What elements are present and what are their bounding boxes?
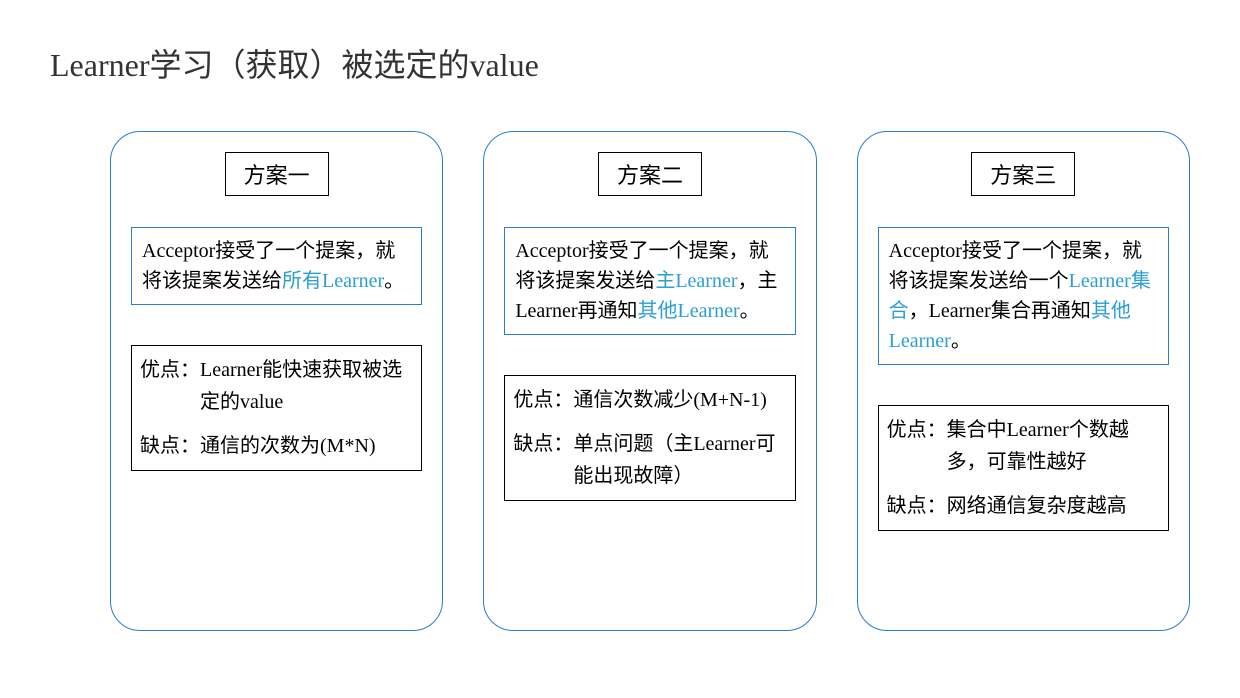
con-label: 缺点：	[887, 490, 947, 522]
panel-3-procon: 优点： 集合中Learner个数越多，可靠性越好 缺点： 网络通信复杂度越高	[878, 405, 1169, 531]
panels-container: 方案一 Acceptor接受了一个提案，就将该提案发送给所有Learner。 优…	[50, 131, 1190, 631]
con-label: 缺点：	[140, 430, 200, 462]
desc-highlight: 其他Learner	[638, 300, 740, 322]
panel-3-label: 方案三	[971, 152, 1075, 196]
con-row: 缺点： 单点问题（主Learner可能出现故障）	[513, 428, 786, 492]
panel-1-desc: Acceptor接受了一个提案，就将该提案发送给所有Learner。	[131, 227, 422, 305]
panel-1-procon: 优点： Learner能快速获取被选定的value 缺点： 通信的次数为(M*N…	[131, 345, 422, 471]
pro-row: 优点： Learner能快速获取被选定的value	[140, 354, 413, 418]
con-row: 缺点： 网络通信复杂度越高	[887, 490, 1160, 522]
panel-1: 方案一 Acceptor接受了一个提案，就将该提案发送给所有Learner。 优…	[110, 131, 443, 631]
panel-3-desc: Acceptor接受了一个提案，就将该提案发送给一个Learner集合，Lear…	[878, 227, 1169, 365]
panel-2-desc: Acceptor接受了一个提案，就将该提案发送给主Learner，主Learne…	[504, 227, 795, 335]
desc-text: 。	[740, 300, 760, 322]
desc-highlight: 主Learner	[655, 270, 737, 292]
pro-text: 通信次数减少(M+N-1)	[573, 384, 786, 416]
pro-label: 优点：	[513, 384, 573, 416]
pro-text: Learner能快速获取被选定的value	[200, 354, 413, 418]
desc-highlight: 所有Learner	[282, 270, 384, 292]
con-row: 缺点： 通信的次数为(M*N)	[140, 430, 413, 462]
pro-label: 优点：	[887, 414, 947, 478]
panel-1-label: 方案一	[225, 152, 329, 196]
pro-label: 优点：	[140, 354, 200, 418]
panel-2: 方案二 Acceptor接受了一个提案，就将该提案发送给主Learner，主Le…	[483, 131, 816, 631]
pro-row: 优点： 集合中Learner个数越多，可靠性越好	[887, 414, 1160, 478]
page-title: Learner学习（获取）被选定的value	[50, 40, 1190, 86]
desc-text: 。	[384, 270, 404, 292]
panel-3: 方案三 Acceptor接受了一个提案，就将该提案发送给一个Learner集合，…	[857, 131, 1190, 631]
con-label: 缺点：	[513, 428, 573, 492]
desc-text: ，Learner集合再通知	[909, 300, 1091, 322]
pro-row: 优点： 通信次数减少(M+N-1)	[513, 384, 786, 416]
con-text: 通信的次数为(M*N)	[200, 430, 413, 462]
pro-text: 集合中Learner个数越多，可靠性越好	[947, 414, 1160, 478]
panel-2-label: 方案二	[598, 152, 702, 196]
con-text: 单点问题（主Learner可能出现故障）	[573, 428, 786, 492]
panel-2-procon: 优点： 通信次数减少(M+N-1) 缺点： 单点问题（主Learner可能出现故…	[504, 375, 795, 501]
desc-text: 。	[951, 330, 971, 352]
con-text: 网络通信复杂度越高	[947, 490, 1160, 522]
